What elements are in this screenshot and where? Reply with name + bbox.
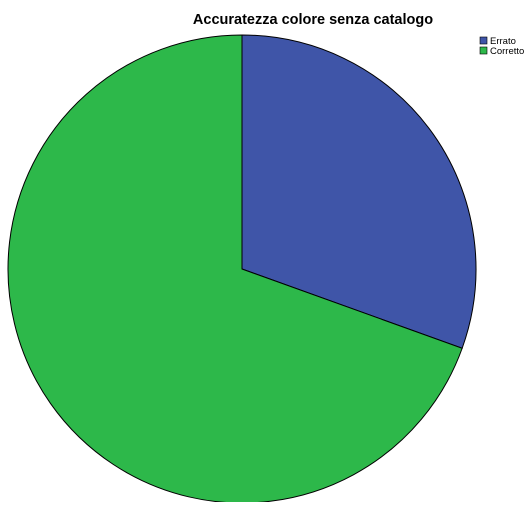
legend-label-errato: Errato: [490, 36, 516, 47]
legend-swatch-corretto: [479, 46, 488, 55]
chart-title: Accuratezza colore senza catalogo: [193, 12, 433, 28]
legend-swatch-errato: [479, 36, 488, 45]
legend-label-corretto: Corretto: [490, 46, 524, 57]
pie-slice-errato: [241, 34, 477, 349]
pie-slice-corretto: [7, 34, 463, 504]
pie-slices: [7, 34, 477, 504]
